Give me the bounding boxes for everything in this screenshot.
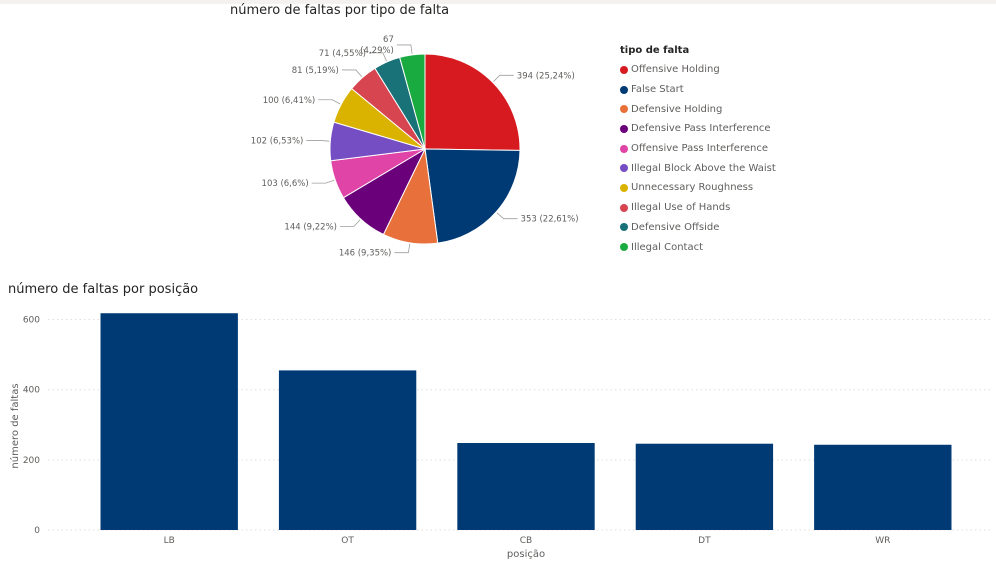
pie-data-label: 144 (9,22%) <box>284 222 337 232</box>
pie-visual[interactable]: número de faltas por tipo de falta 394 (… <box>0 0 996 270</box>
legend-title: tipo de falta <box>620 45 690 56</box>
pie-data-label: 103 (6,6%) <box>262 179 309 189</box>
legend-label: Unnecessary Roughness <box>631 182 754 194</box>
bar-visual[interactable]: número de faltas por posição 0 200 400 600 L… <box>0 280 996 563</box>
legend-item-offensive-holding[interactable]: Offensive Holding <box>620 60 776 80</box>
legend-marker <box>620 105 628 114</box>
legend-label: Defensive Offside <box>631 221 720 233</box>
legend-label: Illegal Contact <box>631 241 703 253</box>
pie-slice-illegal-contact[interactable] <box>399 53 426 150</box>
legend-item-defensive-offside[interactable]: Defensive Offside <box>620 218 776 238</box>
legend-label: Offensive Holding <box>631 64 720 76</box>
pie-leader-line <box>306 140 330 142</box>
pie-legend[interactable]: tipo de falta Offensive Holding False Sta… <box>620 45 776 257</box>
x-tick-label: DT <box>698 536 711 546</box>
y-tick-label: 600 <box>23 316 40 326</box>
pie-leader-line <box>311 179 335 184</box>
legend-label: Illegal Use of Hands <box>631 202 731 214</box>
pie-slice-false-start[interactable] <box>424 148 521 244</box>
legend-label: Offensive Pass Interference <box>631 143 768 155</box>
pie-data-label: 71 (4,55%) <box>319 49 366 59</box>
bar-cb[interactable] <box>457 443 595 530</box>
pie-data-label: 81 (5,19%) <box>292 66 339 76</box>
legend-marker <box>620 65 628 74</box>
pie-data-label: 67 (4,29%) <box>360 35 394 56</box>
legend-item-offensive-pass-interference[interactable]: Offensive Pass Interference <box>620 139 776 159</box>
pie-chart-title: número de faltas por tipo de falta <box>230 3 450 18</box>
x-tick-label: WR <box>875 536 890 546</box>
legend-marker <box>620 144 628 153</box>
legend-item-defensive-holding[interactable]: Defensive Holding <box>620 99 776 119</box>
pie-data-label: 394 (25,24%) <box>517 71 575 81</box>
legend-marker <box>620 85 628 94</box>
pie-leader-line <box>368 52 387 62</box>
x-tick-label: OT <box>341 536 354 546</box>
legend-item-defensive-pass-interference[interactable]: Defensive Pass Interference <box>620 119 776 139</box>
legend-marker <box>620 124 628 133</box>
pie-leader-line <box>394 243 411 254</box>
legend-marker <box>620 164 628 173</box>
bar-ot[interactable] <box>278 370 417 530</box>
y-axis-title: número de faltas <box>9 383 21 468</box>
y-tick-label: 200 <box>23 456 40 466</box>
pie-slice-offensive-holding[interactable] <box>424 53 521 151</box>
x-axis-title: posição <box>507 549 545 560</box>
legend-item-illegal-use-of-hands[interactable]: Illegal Use of Hands <box>620 198 776 218</box>
legend-label: Defensive Holding <box>631 103 723 115</box>
x-tick-label: CB <box>520 536 532 546</box>
pie-leader-line <box>396 44 413 54</box>
pie-leader-line <box>339 219 361 227</box>
bar-dt[interactable] <box>635 443 774 530</box>
pie-data-label: 102 (6,53%) <box>251 136 304 146</box>
pie-data-label: 100 (6,41%) <box>263 96 316 106</box>
legend-item-illegal-block-above-the-waist[interactable]: Illegal Block Above the Waist <box>620 158 776 178</box>
y-tick-label: 0 <box>34 526 40 536</box>
legend-marker <box>620 203 628 212</box>
bar-chart-title: número de faltas por posição <box>8 282 199 297</box>
legend-marker <box>620 243 628 252</box>
legend-label: False Start <box>631 84 684 96</box>
pie-leader-line <box>496 212 518 220</box>
legend-marker <box>620 223 628 232</box>
legend-label: Defensive Pass Interference <box>631 123 771 135</box>
top-strip <box>0 0 996 4</box>
pie-leader-line <box>493 74 514 82</box>
bar-wr[interactable] <box>814 444 952 530</box>
bar-lb[interactable] <box>100 313 238 530</box>
bar-chart[interactable]: 0 200 400 600 LB OT CB DT WR posição número de fal… <box>0 280 996 563</box>
y-tick-label: 400 <box>23 386 40 396</box>
legend-item-false-start[interactable]: False Start <box>620 80 776 100</box>
pie-data-label: 353 (22,61%) <box>521 215 579 225</box>
x-tick-label: LB <box>164 536 175 546</box>
legend-marker <box>620 183 628 192</box>
pie-data-label: 146 (9,35%) <box>339 249 392 259</box>
legend-label: Illegal Block Above the Waist <box>631 162 776 174</box>
legend-item-unnecessary-roughness[interactable]: Unnecessary Roughness <box>620 178 776 198</box>
pie-leader-line <box>341 69 363 77</box>
pie-chart[interactable]: 394 (25,24%) 353 (22,61%) 146 (9,35%) 144 (… <box>0 0 610 270</box>
legend-item-illegal-contact[interactable]: Illegal Contact <box>620 237 776 257</box>
pie-leader-line <box>318 99 341 105</box>
